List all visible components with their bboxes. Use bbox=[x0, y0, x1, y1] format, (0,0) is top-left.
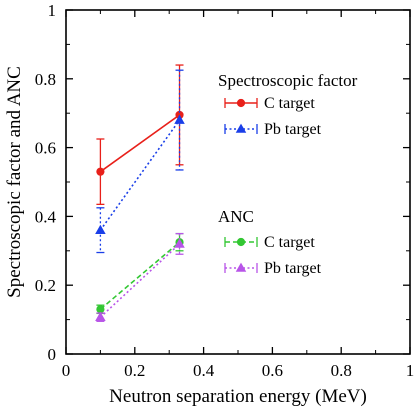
y-tick-label: 0.4 bbox=[35, 207, 57, 226]
y-tick-label: 0 bbox=[48, 345, 57, 364]
y-tick-label: 0.6 bbox=[35, 139, 56, 158]
data-point bbox=[174, 238, 185, 248]
x-tick-label: 1 bbox=[406, 361, 415, 380]
legend-marker bbox=[236, 237, 246, 247]
series-layer bbox=[95, 64, 185, 322]
y-axis-label: Spectroscopic factor and ANC bbox=[4, 66, 25, 298]
y-tick-label: 0.2 bbox=[35, 276, 56, 295]
data-point bbox=[95, 224, 106, 234]
legend-label: Pb target bbox=[264, 260, 322, 277]
legend-label: C target bbox=[264, 95, 315, 112]
y-tick-label: 1 bbox=[48, 1, 57, 20]
series-3 bbox=[95, 232, 185, 322]
x-tick-label: 0.2 bbox=[124, 361, 145, 380]
legend: Spectroscopic factor C target Pb target ANC… bbox=[218, 71, 358, 277]
legend-group-title: Spectroscopic factor bbox=[218, 71, 358, 90]
x-tick-label: 0.4 bbox=[193, 361, 215, 380]
y-tick-label: 0.8 bbox=[35, 70, 56, 89]
data-point bbox=[95, 311, 106, 321]
x-axis-label: Neutron separation energy (MeV) bbox=[109, 386, 367, 407]
series-1 bbox=[95, 69, 185, 254]
data-point bbox=[174, 114, 185, 124]
x-tick-label: 0.6 bbox=[262, 361, 283, 380]
series-2 bbox=[96, 232, 184, 315]
legend-marker bbox=[235, 123, 247, 133]
series-line bbox=[99, 243, 181, 318]
series-line bbox=[99, 114, 180, 173]
plot-frame bbox=[65, 9, 411, 355]
legend-marker bbox=[236, 98, 246, 108]
series-0 bbox=[96, 64, 184, 206]
x-tick-label: 0 bbox=[62, 361, 71, 380]
legend-marker bbox=[235, 262, 247, 272]
series-line bbox=[99, 119, 181, 231]
x-tick-label: 0.8 bbox=[331, 361, 352, 380]
data-point bbox=[96, 167, 105, 176]
legend-group-title: ANC bbox=[218, 207, 254, 226]
axes: 0 0.2 0.4 0.6 0.8 1 0 0.2 0.4 0.6 0.8 1 bbox=[35, 1, 415, 380]
legend-label: C target bbox=[264, 234, 315, 251]
legend-label: Pb target bbox=[264, 121, 322, 138]
series-line bbox=[99, 241, 181, 310]
